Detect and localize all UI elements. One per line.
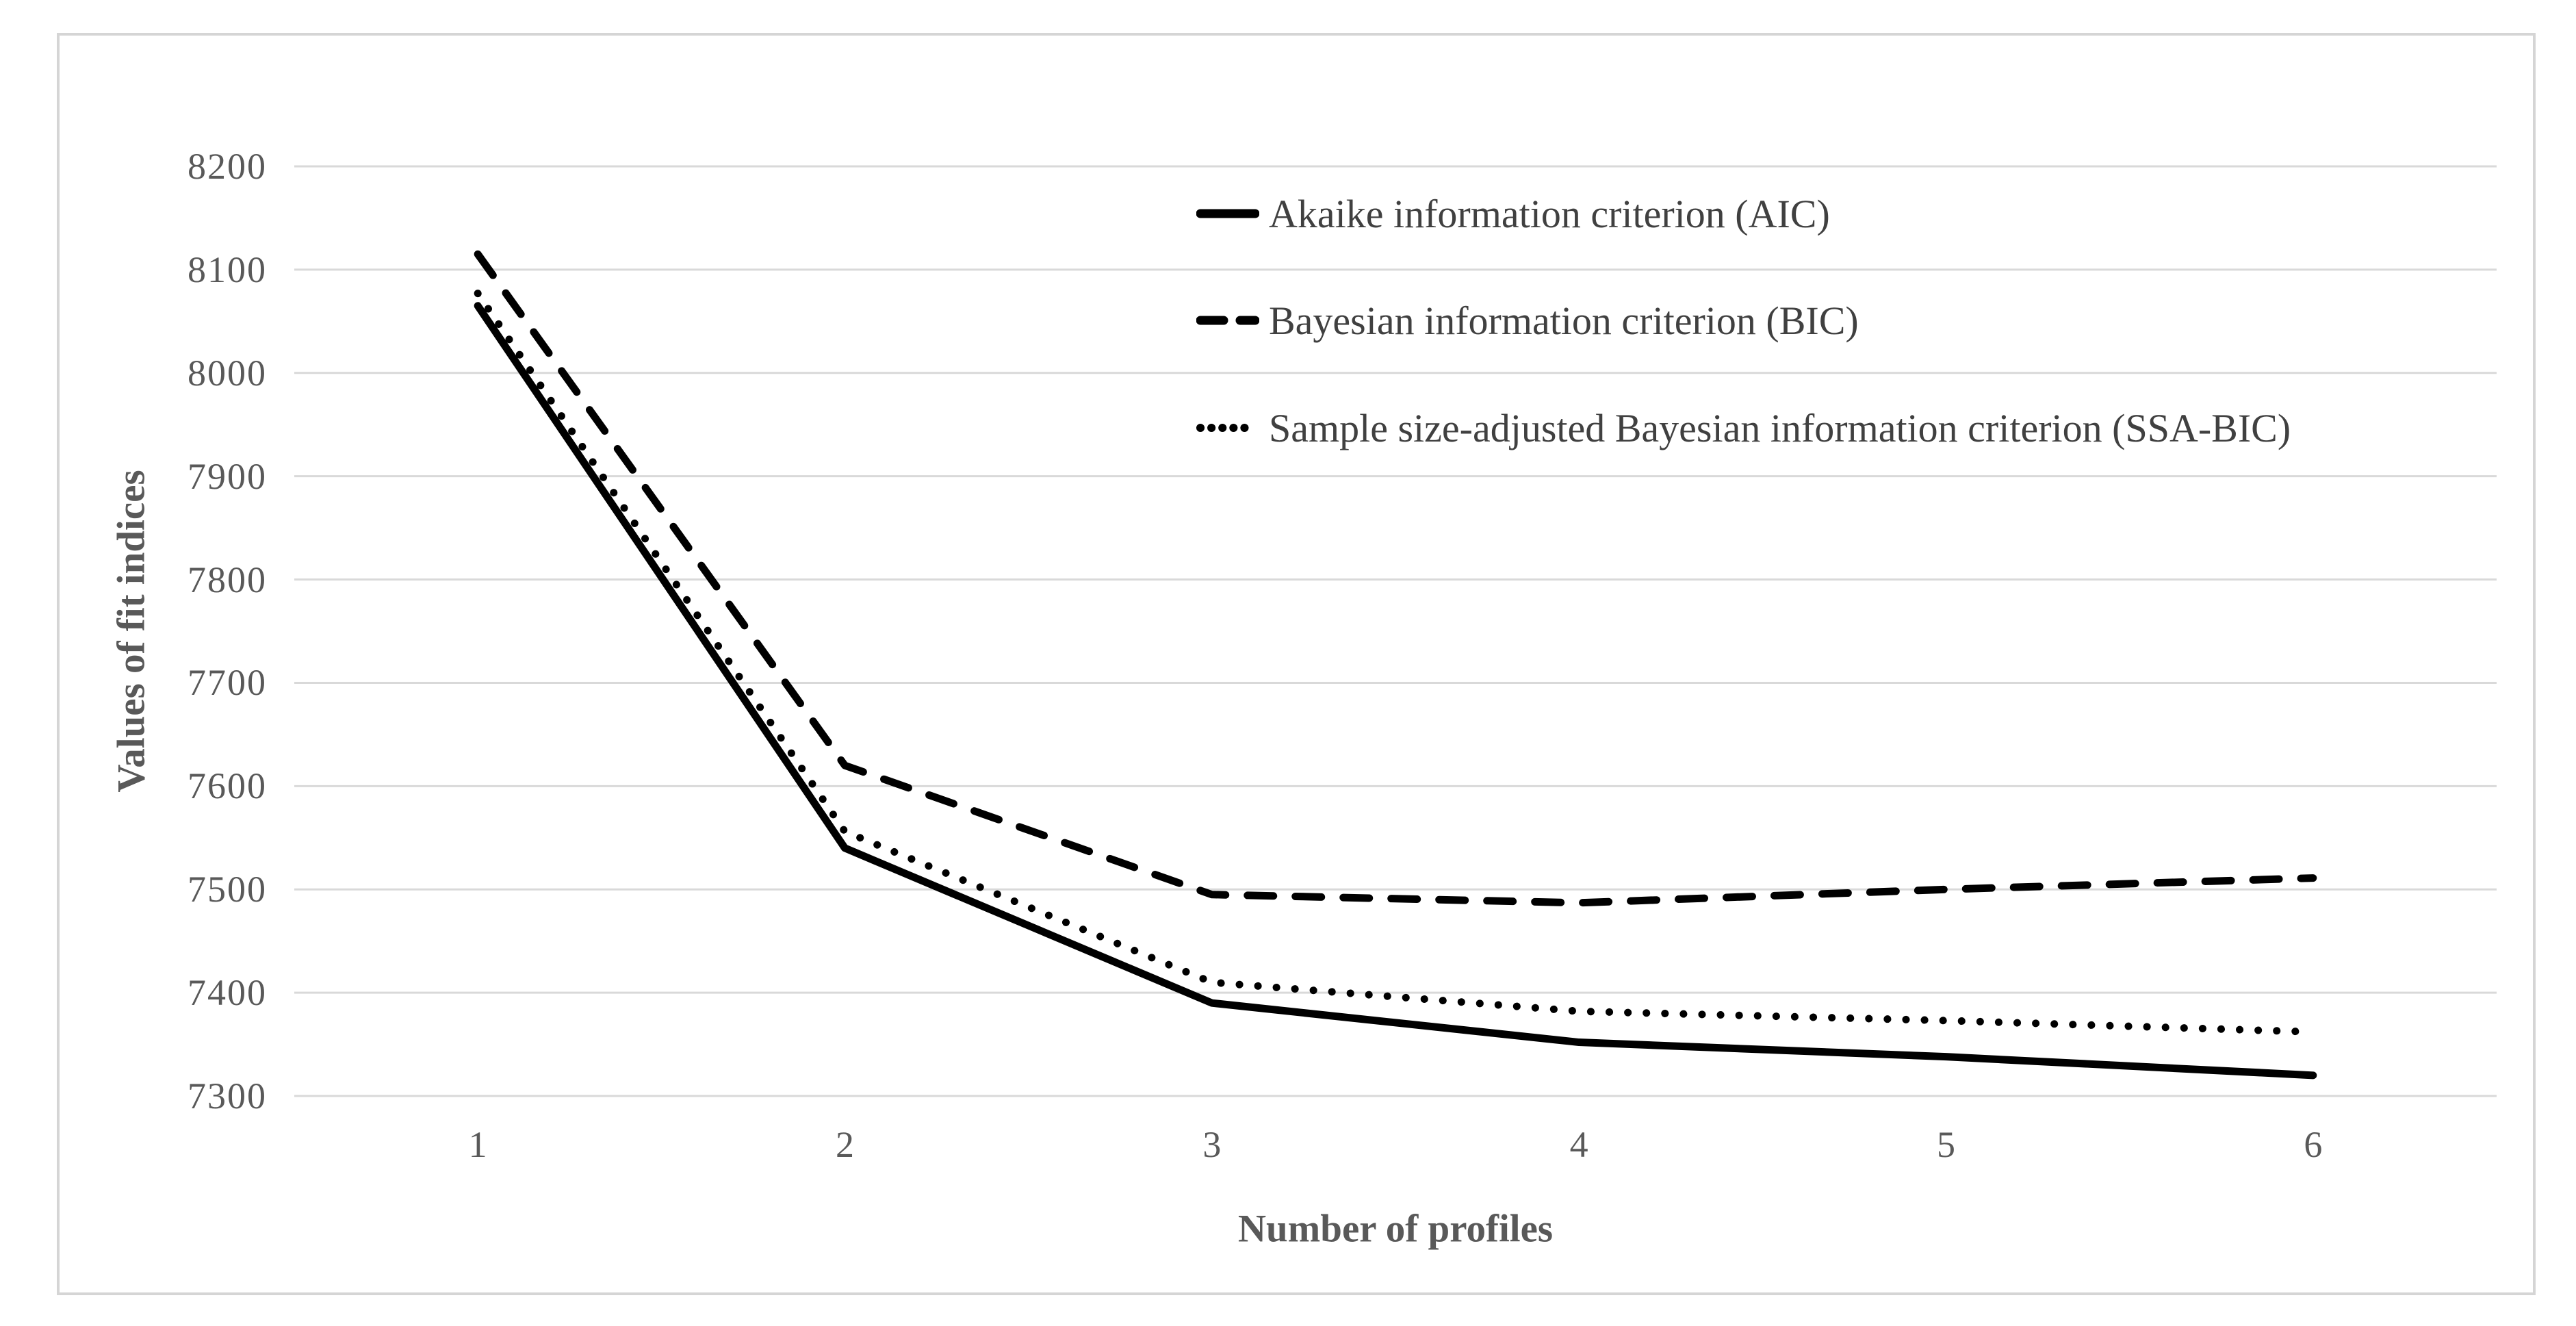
chart-frame [57,33,2536,1295]
y-tick-label: 7800 [188,559,267,600]
x-tick-label: 3 [1202,1124,1222,1165]
legend-item-bic: Bayesian information criterion (BIC) [1196,293,1859,348]
y-tick-label: 8100 [188,248,267,290]
legend-line-sample-aic [1196,209,1259,218]
y-tick-label: 8000 [188,352,267,394]
y-tick-label: 7900 [188,455,267,497]
x-axis-title: Number of profiles [1237,1207,1554,1251]
legend-label-aic: Akaike information criterion (AIC) [1269,191,1830,236]
legend-label-ssa-bic: Sample size-adjusted Bayesian informatio… [1269,405,2291,450]
y-tick-label: 7300 [188,1075,267,1117]
legend-line-sample-ssa-bic [1196,424,1259,432]
x-tick-label: 2 [836,1124,854,1165]
y-tick-label: 7500 [188,869,267,910]
x-tick-label: 6 [2304,1124,2323,1165]
legend-item-ssa-bic: Sample size-adjusted Bayesian informatio… [1196,400,2291,455]
series-line-aic [474,302,2317,1080]
legend-label-bic: Bayesian information criterion (BIC) [1269,298,1859,343]
legend-item-aic: Akaike information criterion (AIC) [1196,186,1830,241]
x-tick-label: 5 [1937,1124,1955,1165]
y-tick-label: 8200 [188,146,267,187]
x-tick-label: 1 [468,1124,487,1165]
y-tick-label: 7400 [188,972,267,1014]
y-tick-label: 7600 [188,765,267,807]
y-tick-label: 7700 [188,662,267,704]
legend-line-sample-bic [1196,316,1259,325]
x-tick-label: 4 [1569,1124,1588,1165]
series-line-bic [474,250,2317,907]
y-axis-title: Values of fit indices [110,470,153,793]
